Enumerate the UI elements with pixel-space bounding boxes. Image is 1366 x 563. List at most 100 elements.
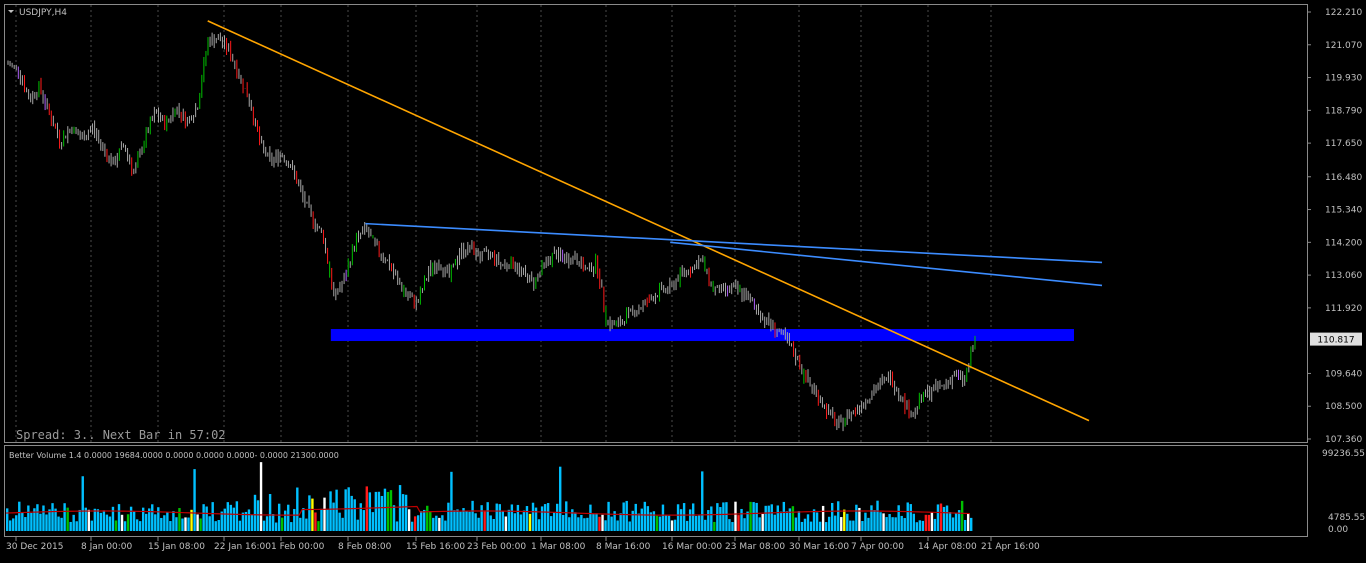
volume-bar: [57, 516, 60, 531]
volume-bar: [559, 466, 562, 531]
time-axis-label: 23 Mar 08:00: [725, 542, 785, 552]
volume-bar: [930, 511, 934, 531]
volume-bar: [262, 520, 266, 531]
volume-bar: [528, 513, 532, 531]
volume-bar: [465, 511, 468, 531]
volume-bar: [701, 471, 704, 531]
volume-bar: [574, 512, 577, 531]
volume-bar: [598, 516, 601, 531]
price-axis-label: 114.200: [1325, 238, 1362, 248]
volume-bar: [873, 510, 876, 531]
volume-bar: [921, 520, 925, 531]
volume-bar: [918, 520, 922, 531]
volume-bar: [667, 515, 671, 531]
volume-bar: [480, 505, 483, 531]
chevron-down-icon[interactable]: [8, 10, 14, 13]
volume-bar: [389, 490, 393, 531]
volume-bar: [507, 509, 511, 531]
volume-bar: [84, 507, 87, 531]
volume-bar: [879, 512, 882, 531]
volume-bar: [247, 509, 251, 531]
volume-bar: [395, 521, 399, 531]
price-axis-label: 116.480: [1325, 173, 1362, 183]
volume-bar: [818, 521, 822, 531]
volume-bar: [429, 511, 432, 531]
volume-bar: [420, 511, 423, 531]
volume-bar: [426, 505, 429, 531]
volume-bar: [323, 497, 326, 531]
volume-bar: [948, 512, 952, 531]
volume-bar: [193, 469, 196, 531]
volume-bar: [392, 505, 396, 531]
volume-bar: [495, 503, 498, 531]
volume-bar: [456, 509, 459, 531]
volume-bar: [713, 521, 716, 531]
volume-bar: [374, 491, 378, 531]
volume-bar: [504, 516, 508, 531]
volume-bar: [522, 510, 526, 531]
volume-bar: [386, 491, 390, 531]
volume-axis-top: 99236.55: [1322, 449, 1365, 459]
volume-bar: [184, 517, 187, 531]
volume-bar: [120, 514, 124, 531]
time-axis-label: 8 Feb 08:00: [338, 542, 392, 552]
time-axis-label: 15 Jan 08:00: [148, 542, 205, 552]
blue-trendline[interactable]: [670, 241, 1103, 287]
time-axis-label: 7 Apr 00:00: [851, 542, 904, 552]
volume-bar: [673, 519, 677, 531]
volume-axis-mid: 4785.55: [1328, 513, 1365, 523]
volume-bar: [69, 521, 72, 531]
symbol-menu[interactable]: USDJPY,H4: [8, 8, 67, 18]
volume-bar: [909, 504, 912, 531]
volume-bar: [707, 510, 710, 531]
volume-bar: [217, 519, 220, 531]
volume-bar: [33, 508, 36, 531]
volume-bar: [834, 515, 837, 531]
volume-bar: [785, 511, 789, 531]
volume-bar: [876, 500, 879, 531]
volume-bar: [244, 511, 248, 531]
blue-trendline[interactable]: [365, 222, 1103, 264]
volume-bar: [698, 515, 701, 531]
volume-bar: [359, 503, 362, 531]
volume-bar: [583, 518, 586, 531]
volume-bar: [601, 514, 604, 531]
volume-bar: [410, 521, 414, 531]
time-axis-label: 23 Feb 00:00: [467, 542, 526, 552]
volume-bar: [849, 520, 852, 531]
volume-bar: [256, 500, 260, 531]
orange-trendline[interactable]: [207, 20, 1090, 422]
volume-bar: [129, 506, 133, 531]
volume-bar: [132, 511, 136, 531]
volume-bar: [148, 508, 151, 531]
volume-bar: [39, 513, 42, 531]
time-axis: 30 Dec 2015 8 Jan 00:00 15 Jan 08:00 22 Jan…: [6, 537, 1040, 552]
volume-bar: [843, 509, 846, 531]
volume-bar: [220, 511, 223, 531]
volume-bar: [9, 520, 12, 531]
price-axis-label: 111.920: [1325, 304, 1362, 314]
volume-bar: [380, 495, 384, 531]
volume-bar: [468, 511, 471, 531]
volume-bar: [628, 521, 631, 531]
volume-bar: [803, 518, 807, 531]
volume-bar: [870, 505, 873, 531]
volume-bar: [60, 517, 63, 531]
volume-bar: [474, 513, 477, 531]
volume-bar: [640, 508, 644, 531]
volume-bar: [634, 503, 637, 531]
volume-bar: [407, 509, 411, 531]
volume-bar: [214, 521, 217, 531]
volume-ma-line: [5, 505, 971, 516]
volume-bar: [335, 489, 338, 531]
support-zone: [330, 329, 1075, 342]
volume-bar: [208, 516, 211, 531]
indicator-title: Better Volume 1.4 0.0000 19684.0000 0.00…: [9, 451, 339, 460]
price-candles: [7, 32, 976, 432]
volume-bar: [592, 513, 595, 531]
volume-bar: [809, 521, 813, 531]
volume-bar: [758, 517, 761, 531]
volume-bar: [710, 506, 713, 531]
volume-bar: [827, 516, 831, 531]
